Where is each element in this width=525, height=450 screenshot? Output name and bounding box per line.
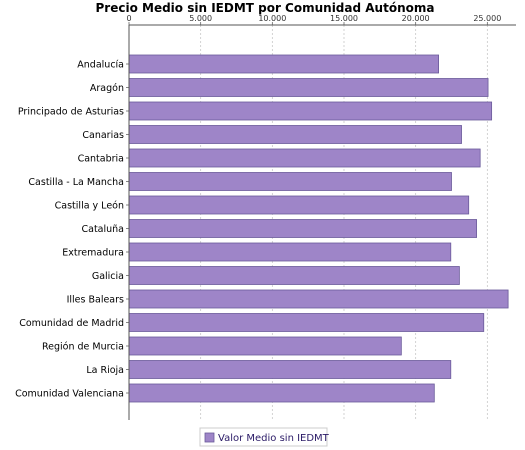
bar [128, 78, 489, 97]
category-label: Canarias [82, 130, 124, 141]
category-label: Aragón [90, 83, 124, 94]
bar [128, 336, 402, 356]
category-label: Andalucía [77, 60, 124, 71]
bar [128, 219, 477, 238]
bar [128, 383, 435, 403]
bar [128, 266, 460, 285]
bar [128, 242, 452, 262]
category-label: Comunidad de Madrid [19, 318, 124, 329]
category-label: Illes Balears [67, 295, 124, 306]
bar [128, 172, 452, 191]
category-label: Extremadura [62, 248, 124, 259]
x-tick-label: 0 [126, 14, 131, 23]
legend-label: Valor Medio sin IEDMT [218, 433, 330, 444]
bar [128, 148, 481, 168]
bar [128, 195, 470, 215]
axes [128, 24, 516, 420]
category-label: La Rioja [86, 365, 124, 376]
category-label: Castilla - La Mancha [28, 177, 124, 188]
x-tick-label: 15.000 [330, 14, 358, 23]
bar [128, 289, 509, 309]
x-tick-label: 20.000 [402, 14, 430, 23]
legend-swatch [204, 432, 215, 443]
x-tick-label: 25.000 [473, 14, 501, 23]
category-label: Cantabria [78, 154, 124, 165]
category-label: Principado de Asturias [18, 107, 124, 118]
bar [128, 360, 452, 379]
bar [128, 313, 485, 332]
category-labels: Andalucía Aragón Principado de Asturias Can… [15, 60, 124, 400]
x-axis-ticks: 0 5.000 10.000 15.000 20.000 25.000 [126, 14, 501, 25]
bar [128, 101, 493, 121]
x-tick-label: 5.000 [189, 14, 212, 23]
category-label: Castilla y León [55, 201, 124, 212]
bar [128, 54, 440, 74]
category-label: Cataluña [81, 224, 124, 235]
legend: Valor Medio sin IEDMT [199, 427, 330, 447]
x-tick-label: 10.000 [258, 14, 286, 23]
bars [126, 54, 509, 403]
bar [128, 125, 462, 144]
chart-title: Precio Medio sin IEDMT por Comunidad Aut… [96, 1, 435, 15]
category-label: Región de Murcia [42, 342, 124, 353]
category-label: Galicia [92, 271, 124, 282]
legend-box [199, 427, 328, 447]
category-label: Comunidad Valenciana [15, 389, 124, 400]
